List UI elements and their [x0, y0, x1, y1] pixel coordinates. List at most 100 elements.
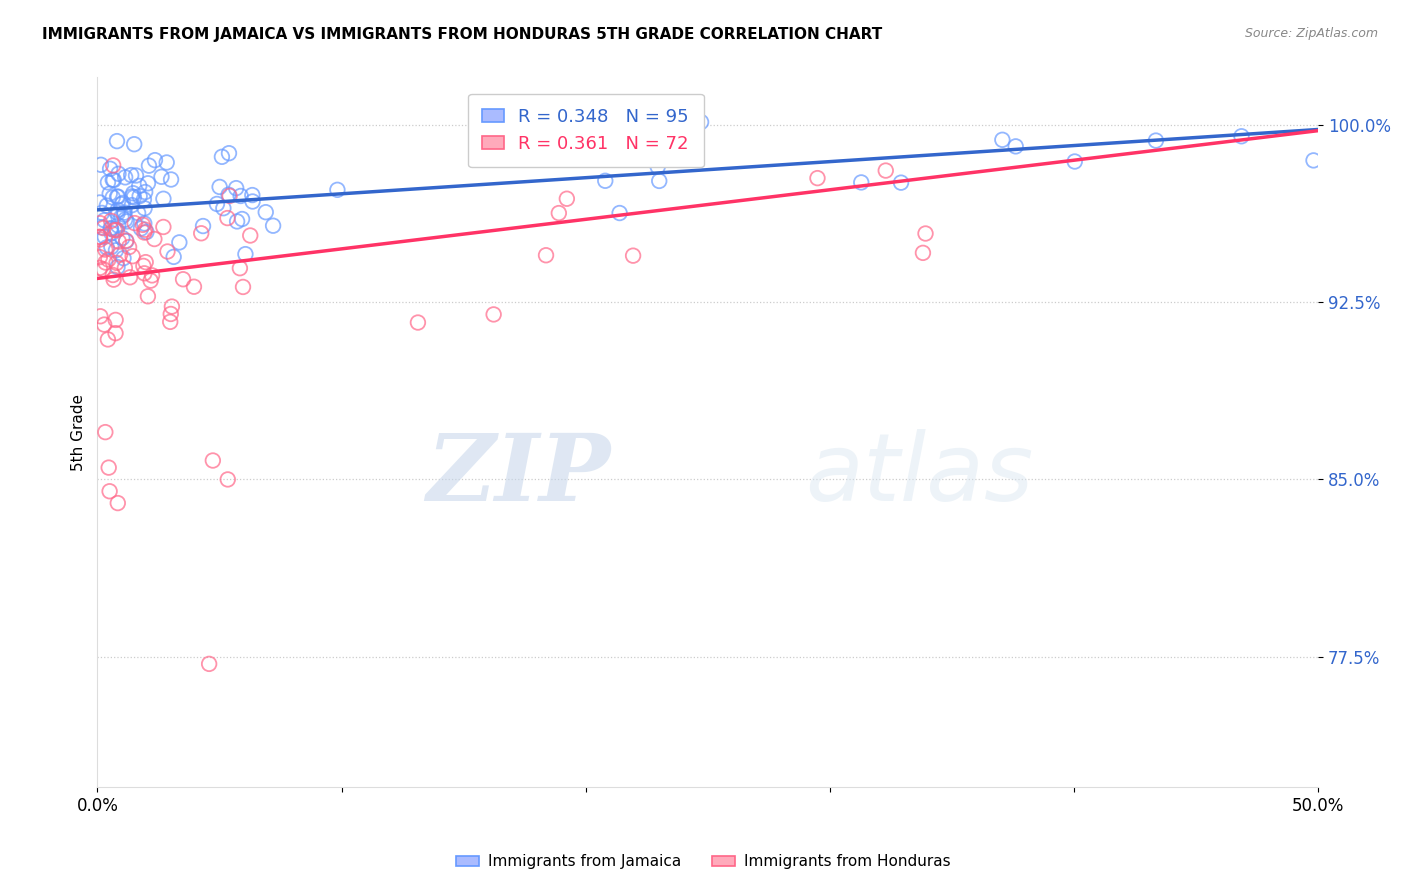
- Point: [110, 197, 132, 211]
- Point: [98, 484, 121, 499]
- Point: [218, 189, 240, 203]
- Point: [104, 222, 127, 236]
- Legend: R = 0.348   N = 95, R = 0.361   N = 72: R = 0.348 N = 95, R = 0.361 N = 72: [468, 94, 703, 168]
- Point: [134, 217, 156, 231]
- Point: [231, 212, 253, 227]
- Point: [160, 172, 183, 186]
- Point: [1230, 129, 1253, 144]
- Point: [128, 189, 150, 203]
- Point: [806, 171, 828, 186]
- Point: [89, 195, 111, 210]
- Point: [114, 170, 136, 185]
- Point: [105, 256, 128, 270]
- Point: [201, 453, 224, 467]
- Point: [240, 188, 263, 202]
- Point: [107, 219, 129, 233]
- Point: [124, 216, 146, 230]
- Point: [91, 262, 114, 277]
- Point: [172, 272, 194, 286]
- Point: [96, 240, 118, 254]
- Point: [110, 210, 132, 224]
- Point: [115, 234, 138, 248]
- Point: [621, 249, 644, 263]
- Point: [150, 169, 173, 184]
- Point: [159, 315, 181, 329]
- Point: [90, 206, 112, 220]
- Point: [152, 219, 174, 234]
- Point: [406, 316, 429, 330]
- Point: [120, 168, 142, 182]
- Point: [103, 223, 125, 237]
- Point: [229, 261, 252, 276]
- Point: [690, 115, 713, 129]
- Point: [134, 202, 156, 216]
- Point: [235, 247, 257, 261]
- Point: [93, 213, 115, 227]
- Point: [212, 201, 235, 215]
- Point: [104, 313, 127, 327]
- Point: [225, 181, 247, 195]
- Point: [208, 180, 231, 194]
- Point: [105, 134, 128, 148]
- Point: [136, 289, 159, 303]
- Point: [156, 155, 179, 169]
- Y-axis label: 5th Grade: 5th Grade: [72, 393, 86, 471]
- Point: [107, 235, 129, 249]
- Point: [121, 198, 143, 212]
- Point: [122, 186, 145, 201]
- Point: [107, 496, 129, 510]
- Point: [851, 176, 873, 190]
- Point: [107, 260, 129, 274]
- Text: Source: ZipAtlas.com: Source: ZipAtlas.com: [1244, 27, 1378, 40]
- Point: [115, 234, 138, 248]
- Point: [159, 307, 181, 321]
- Point: [122, 190, 145, 204]
- Point: [97, 460, 120, 475]
- Point: [114, 260, 136, 275]
- Point: [626, 141, 648, 155]
- Point: [555, 192, 578, 206]
- Point: [648, 174, 671, 188]
- Point: [156, 244, 179, 259]
- Point: [93, 221, 115, 235]
- Point: [100, 221, 122, 235]
- Point: [1302, 153, 1324, 168]
- Point: [107, 206, 129, 220]
- Point: [93, 318, 115, 332]
- Point: [96, 198, 118, 212]
- Point: [1063, 154, 1085, 169]
- Point: [104, 326, 127, 341]
- Point: [108, 247, 131, 261]
- Point: [89, 260, 111, 275]
- Point: [875, 163, 897, 178]
- Point: [482, 307, 505, 321]
- Point: [135, 225, 157, 239]
- Point: [93, 229, 115, 244]
- Point: [911, 245, 934, 260]
- Point: [97, 252, 120, 267]
- Point: [94, 255, 117, 269]
- Point: [89, 232, 111, 246]
- Point: [890, 176, 912, 190]
- Point: [103, 173, 125, 187]
- Point: [103, 272, 125, 286]
- Point: [107, 202, 129, 217]
- Point: [226, 214, 249, 228]
- Point: [111, 196, 134, 211]
- Point: [160, 300, 183, 314]
- Point: [138, 159, 160, 173]
- Point: [94, 425, 117, 439]
- Point: [198, 657, 221, 671]
- Point: [100, 222, 122, 236]
- Point: [143, 232, 166, 246]
- Point: [97, 333, 120, 347]
- Point: [218, 187, 240, 202]
- Point: [132, 259, 155, 273]
- Point: [100, 227, 122, 241]
- Point: [534, 248, 557, 262]
- Point: [105, 189, 128, 203]
- Point: [169, 235, 191, 250]
- Point: [134, 223, 156, 237]
- Point: [101, 158, 124, 172]
- Point: [1004, 139, 1026, 153]
